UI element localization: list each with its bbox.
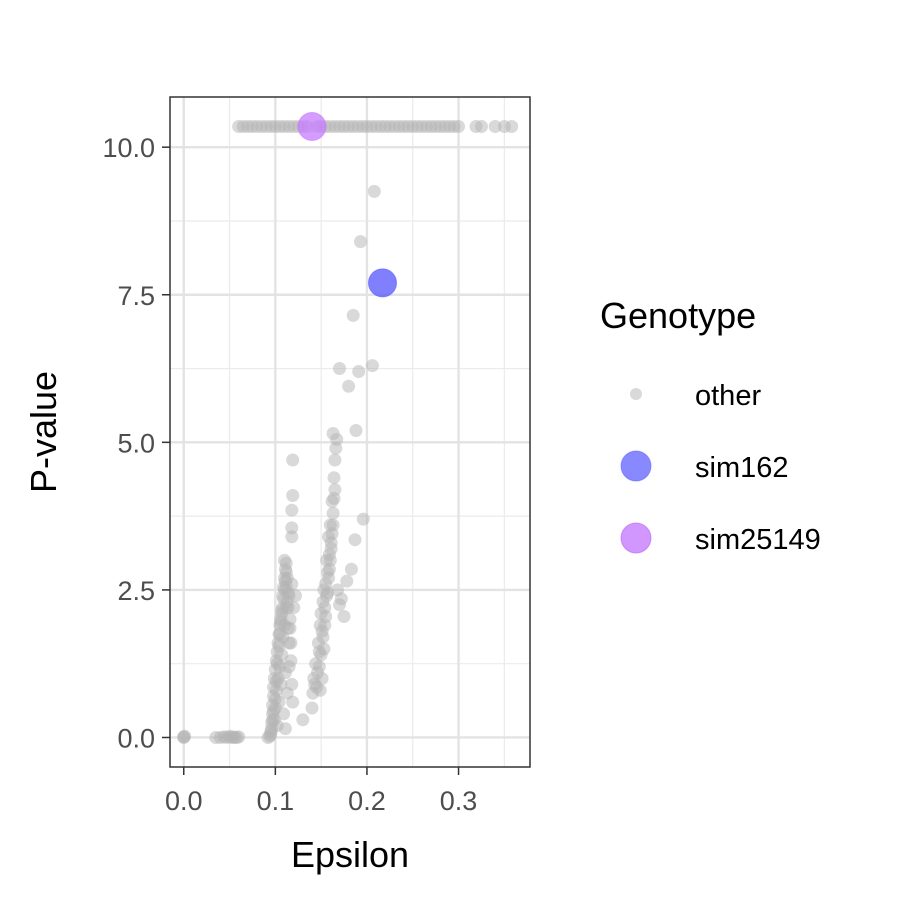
point-other [285, 521, 299, 535]
point-sim162 [368, 268, 397, 298]
point-other [505, 120, 519, 133]
point-other [273, 627, 287, 641]
point-other [268, 692, 282, 706]
legend-key-sim162 [620, 450, 652, 482]
legend-label-sim162: sim162 [695, 452, 789, 484]
point-other [346, 308, 360, 322]
point-other [278, 722, 292, 736]
point-other [282, 660, 296, 674]
x-tick-label: 0.3 [440, 786, 478, 816]
point-other [326, 518, 340, 532]
point-other [269, 674, 283, 688]
x-tick-label: 0.0 [165, 786, 203, 816]
point-other [280, 571, 294, 585]
point-other [270, 657, 284, 671]
x-axis: 0.0 0.1 0.2 0.3 [165, 767, 477, 816]
point-other [356, 512, 370, 526]
y-tick-label: 5.0 [117, 428, 155, 458]
point-other [342, 379, 356, 393]
point-other [285, 503, 299, 517]
legend-item-other: other [630, 380, 761, 412]
point-other [274, 615, 288, 629]
x-tick-label: 0.1 [257, 786, 295, 816]
point-other [321, 586, 335, 600]
point-other [286, 489, 300, 502]
plot-border [169, 96, 531, 768]
y-tick-label: 2.5 [117, 576, 155, 606]
point-other [326, 427, 340, 440]
point-other [328, 453, 342, 467]
point-other [305, 701, 319, 715]
point-other [326, 506, 340, 520]
point-other [277, 707, 291, 721]
point-other [352, 365, 366, 378]
legend: Genotype other sim162 sim25149 [600, 295, 821, 556]
legend-key-other [630, 388, 642, 400]
legend-label-other: other [695, 380, 761, 412]
point-other [280, 686, 294, 700]
point-other [296, 713, 310, 727]
y-tick-label: 7.5 [117, 281, 155, 311]
point-other [367, 184, 381, 198]
point-other [327, 471, 341, 485]
point-other [286, 453, 300, 467]
point-other [334, 592, 348, 606]
point-other [328, 483, 342, 497]
point-other [323, 553, 337, 567]
point-other [272, 639, 286, 653]
y-tick-label: 10.0 [102, 133, 155, 163]
legend-key-sim25149 [620, 522, 652, 554]
point-other [488, 120, 502, 133]
legend-item-sim162: sim162 [620, 450, 789, 484]
y-axis-title: P-value [23, 371, 64, 493]
point-other [324, 542, 338, 556]
point-other [283, 621, 297, 635]
point-other [316, 630, 330, 644]
x-tick-label: 0.2 [348, 786, 386, 816]
point-other [281, 601, 295, 615]
point-other [354, 235, 367, 249]
y-tick-label: 0.0 [117, 723, 155, 753]
point-other [178, 729, 192, 743]
point-other [348, 533, 362, 547]
point-other [232, 730, 246, 744]
point-other [344, 562, 358, 576]
point-other [333, 362, 346, 375]
legend-item-sim25149: sim25149 [620, 522, 821, 556]
legend-title: Genotype [600, 295, 756, 336]
point-other [267, 704, 280, 718]
point-other [337, 610, 351, 623]
point-other [475, 120, 488, 133]
point-other [349, 424, 363, 437]
x-axis-title: Epsilon [291, 834, 409, 875]
data-points [177, 112, 519, 744]
point-other [282, 589, 296, 603]
point-sim25149 [297, 112, 327, 141]
point-other [315, 672, 329, 685]
point-other [319, 610, 333, 623]
point-other [313, 683, 327, 697]
point-other [365, 359, 379, 373]
point-other [312, 660, 326, 674]
point-other [340, 574, 354, 588]
point-other [285, 530, 299, 544]
legend-label-sim25149: sim25149 [695, 524, 821, 556]
y-axis: 0.0 2.5 5.0 7.5 10.0 [102, 133, 170, 753]
point-other [284, 636, 298, 650]
point-other [452, 120, 465, 133]
point-other [317, 642, 331, 656]
